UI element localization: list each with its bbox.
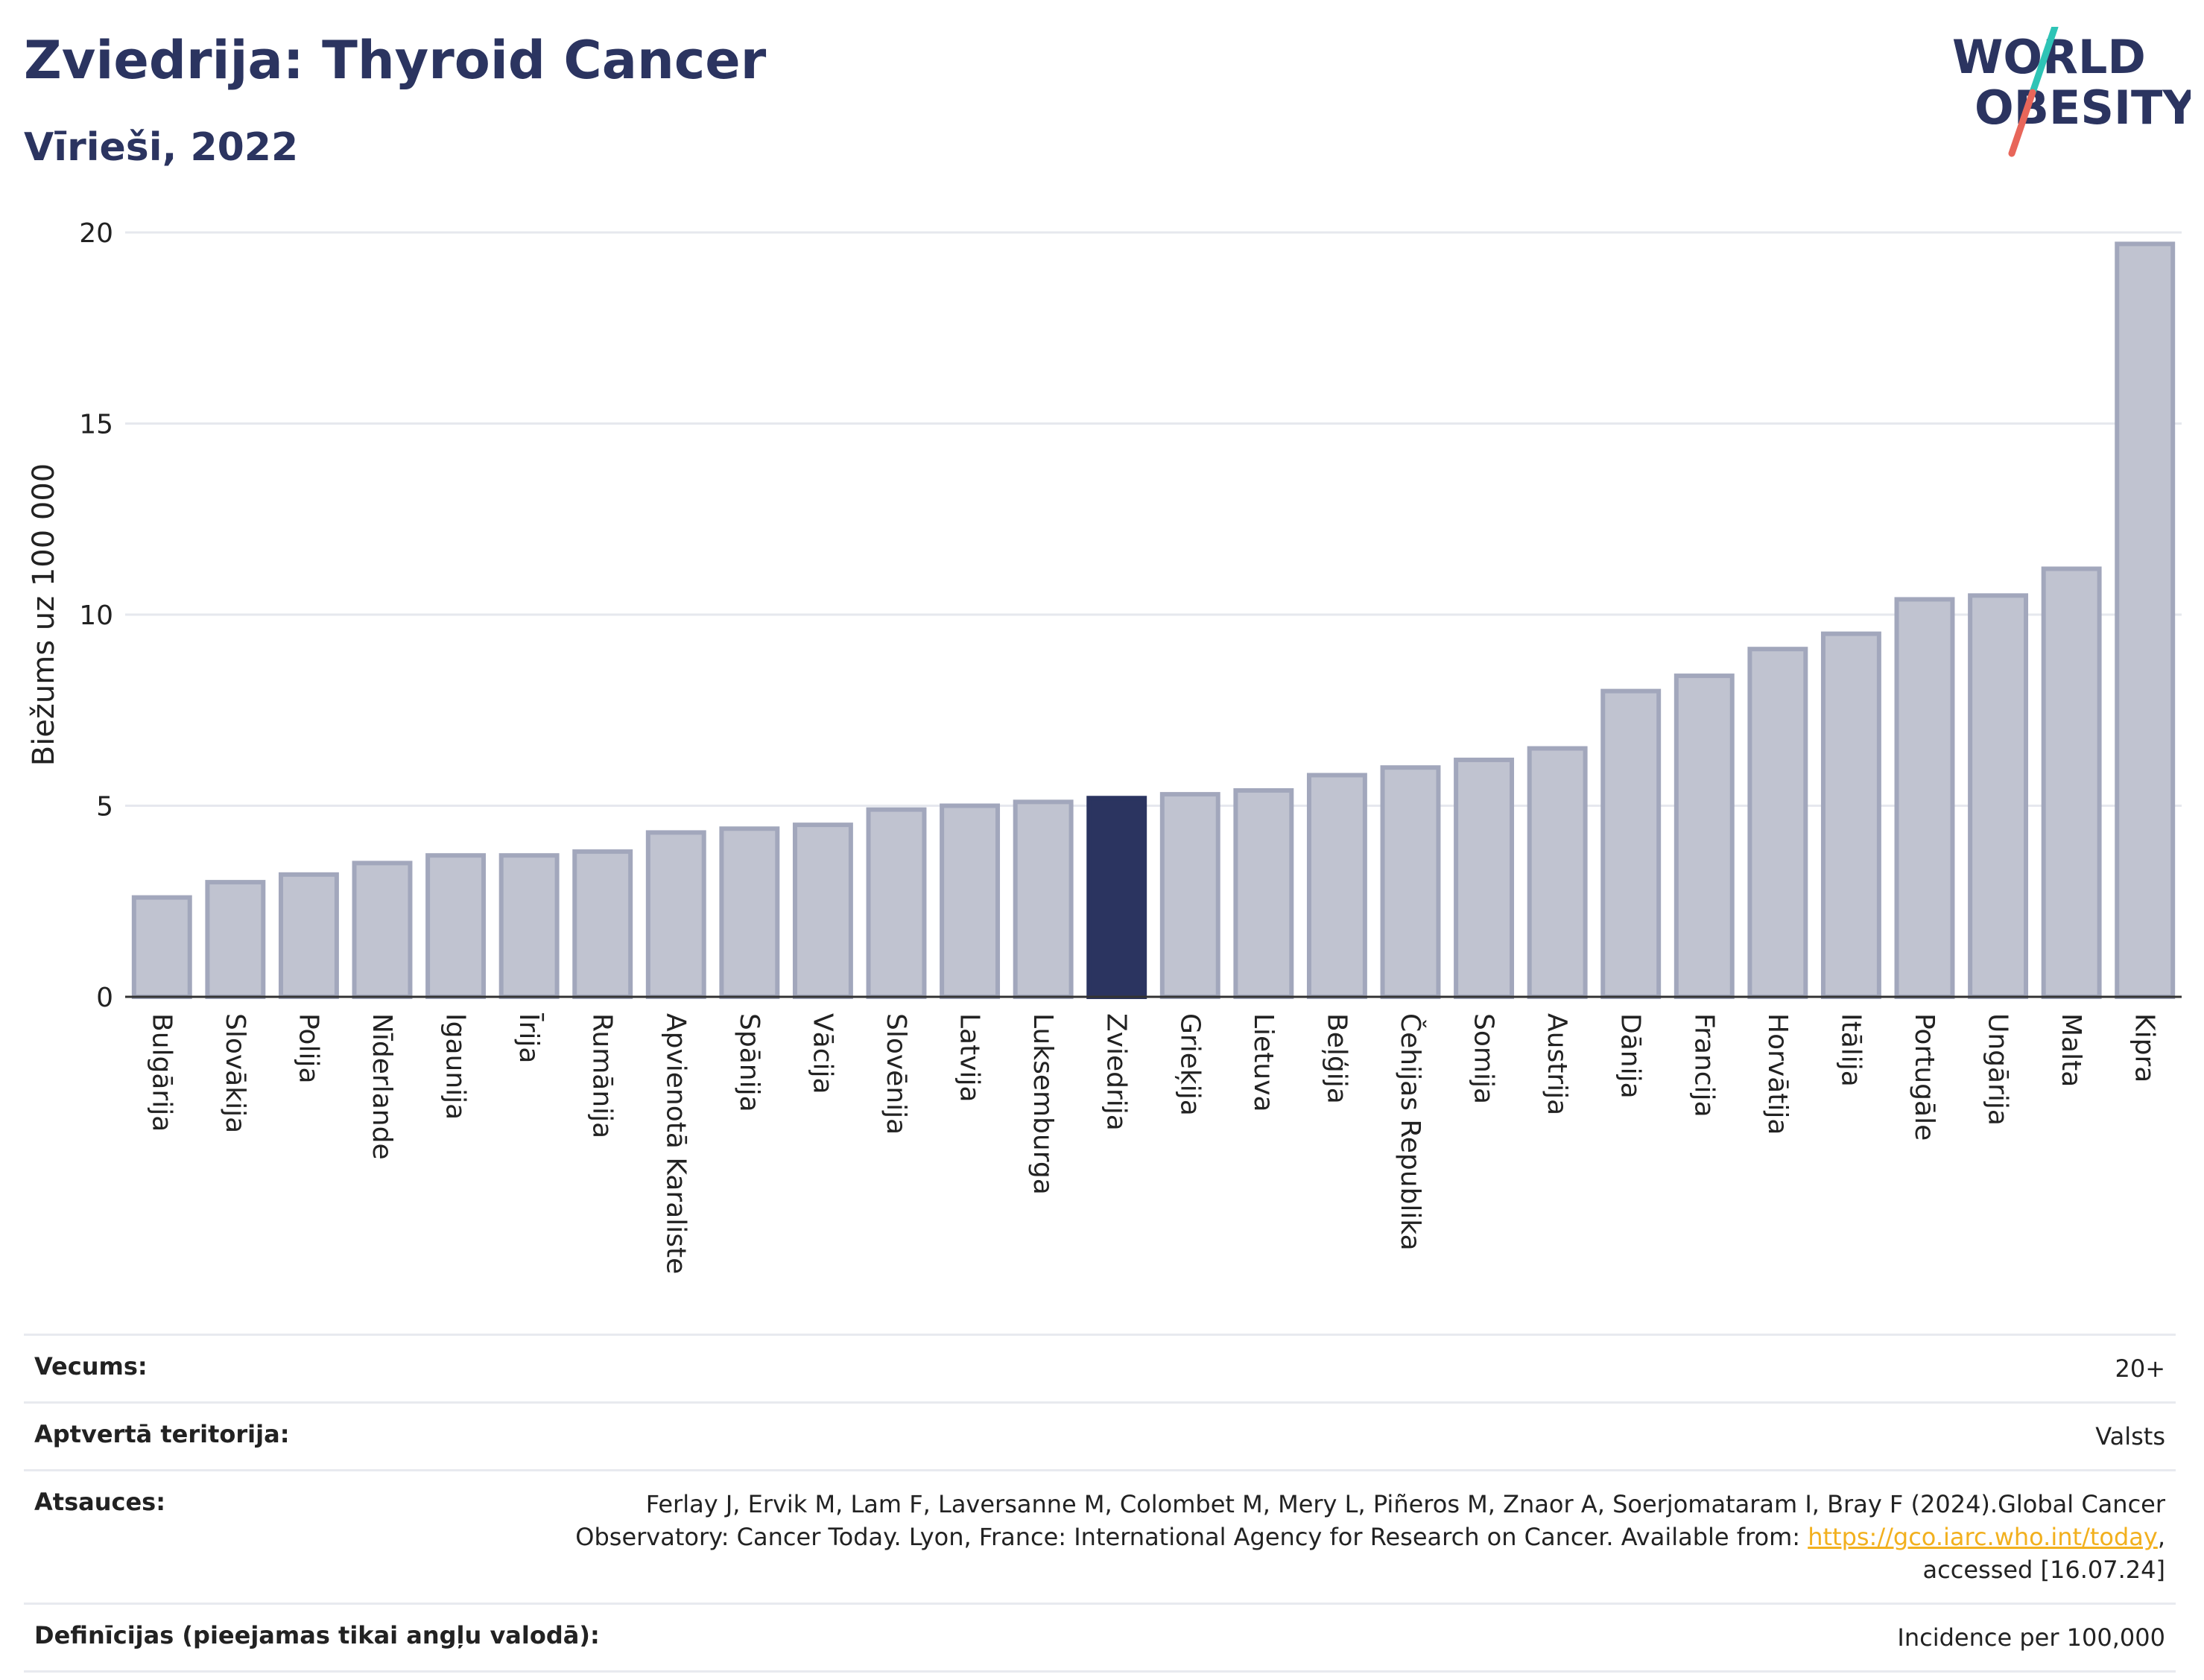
- x-tick-label: Kipra: [2129, 1013, 2160, 1083]
- bar-13: [1086, 796, 1147, 999]
- x-tick-label: Malta: [2056, 1013, 2086, 1087]
- references-line-2: Observatory: Cancer Today. Lyon, France:…: [575, 1523, 1808, 1551]
- x-tick-label: Portugāle: [1909, 1013, 1939, 1141]
- definitions-value: Incidence per 100,000: [1897, 1623, 2165, 1652]
- info-table: Vecums: 20+ Aptvertā teritorija: Valsts …: [24, 1334, 2176, 1673]
- bar-6: [572, 849, 633, 1000]
- x-tick-label: Spānija: [734, 1013, 764, 1112]
- logo-obesity-text: OBESITY: [1975, 80, 2191, 135]
- bar-21: [1673, 673, 1735, 1000]
- logo-slash-red: [2008, 89, 2036, 157]
- references-value: Ferlay J, Ervik M, Lam F, Laversanne M, …: [575, 1488, 2165, 1586]
- logo-slash-teal: [2029, 27, 2059, 96]
- references-line-2-suffix: ,: [2157, 1523, 2165, 1551]
- bar-20: [1600, 688, 1662, 999]
- bar-1: [205, 880, 266, 999]
- x-tick-label: Francija: [1688, 1013, 1719, 1118]
- bar-12: [1013, 799, 1074, 999]
- x-tick-label: Rumānija: [587, 1013, 618, 1138]
- bar-18: [1454, 757, 1515, 999]
- info-row-coverage: Aptvertā teritorija: Valsts: [24, 1401, 2176, 1469]
- references-link[interactable]: https://gco.iarc.who.int/today: [1808, 1523, 2158, 1551]
- references-line-3: accessed [16.07.24]: [1922, 1556, 2165, 1584]
- bar-15: [1233, 787, 1294, 999]
- bar-chart: 0 5 10 15 20 Biežums uz 100 000 Bulgārija Slovā…: [27, 218, 2182, 1274]
- x-tick-label: Zviedrija: [1101, 1013, 1132, 1131]
- x-tick-label: Bulgārija: [146, 1013, 177, 1132]
- x-tick-label: Nīderlande: [367, 1013, 397, 1160]
- x-tick-label: Latvija: [954, 1013, 985, 1103]
- bar-10: [866, 807, 927, 999]
- page-title: Zviedrija: Thyroid Cancer: [24, 30, 767, 91]
- coverage-value: Valsts: [2095, 1422, 2165, 1451]
- y-axis-label: Biežums uz 100 000: [27, 463, 61, 767]
- bar-2: [278, 872, 339, 999]
- bar-19: [1527, 746, 1588, 999]
- x-tick-label: Grieķija: [1174, 1013, 1205, 1116]
- x-tick-label: Dānija: [1615, 1013, 1646, 1099]
- x-tick-label: Luksemburga: [1027, 1013, 1058, 1195]
- bar-26: [2041, 566, 2102, 999]
- bar-23: [1820, 631, 1881, 1000]
- x-tick-label: Somija: [1469, 1013, 1499, 1104]
- y-tick-label: 20: [79, 218, 113, 249]
- bar-14: [1159, 792, 1220, 999]
- x-tick-label: Vācija: [807, 1013, 837, 1094]
- age-value: 20+: [2115, 1354, 2165, 1383]
- y-tick-label: 5: [96, 792, 113, 822]
- bar-3: [352, 860, 413, 999]
- definitions-label: Definīcijas (pieejamas tikai angļu valod…: [34, 1621, 600, 1649]
- bar-25: [1968, 593, 2029, 999]
- x-tick-label: Austrija: [1542, 1013, 1572, 1115]
- world-obesity-logo: WORLD OBESITY: [1952, 27, 2191, 157]
- x-tick-label: Beļģija: [1321, 1013, 1352, 1104]
- bar-27: [2115, 241, 2176, 999]
- bar-24: [1894, 597, 1955, 999]
- x-tick-label: Slovākija: [220, 1013, 250, 1133]
- x-tick-label: Ungārija: [1983, 1013, 2013, 1126]
- bar-8: [719, 826, 780, 1000]
- y-tick-label: 15: [79, 410, 113, 440]
- age-label: Vecums:: [34, 1352, 148, 1381]
- info-row-age: Vecums: 20+: [24, 1334, 2176, 1401]
- page-subtitle: Vīrieši, 2022: [24, 125, 299, 170]
- info-row-references: Atsauces: Ferlay J, Ervik M, Lam F, Lave…: [24, 1469, 2176, 1603]
- info-row-definitions: Definīcijas (pieejamas tikai angļu valod…: [24, 1603, 2176, 1673]
- bar-7: [645, 830, 706, 1000]
- x-tick-label: Horvātija: [1762, 1013, 1793, 1135]
- x-tick-label: Polija: [293, 1013, 323, 1084]
- x-tick-label: Lietuva: [1248, 1013, 1279, 1112]
- y-tick-label: 0: [96, 983, 113, 1013]
- x-tick-label: Čehijas Republika: [1395, 1013, 1426, 1251]
- x-tick-label: Slovēnija: [881, 1013, 911, 1135]
- bar-9: [792, 822, 853, 1000]
- x-tick-label: Igaunija: [440, 1013, 471, 1120]
- x-tick-label: Īrija: [513, 1013, 544, 1063]
- x-tick-label: Itālija: [1835, 1013, 1866, 1087]
- references-line-1: Ferlay J, Ervik M, Lam F, Laversanne M, …: [645, 1490, 2165, 1518]
- bar-16: [1306, 773, 1367, 999]
- coverage-label: Aptvertā teritorija:: [34, 1420, 290, 1448]
- x-tick-label: Apvienotā Karaliste: [660, 1013, 691, 1274]
- bar-0: [131, 895, 192, 999]
- bar-4: [425, 853, 487, 999]
- bar-17: [1380, 765, 1441, 999]
- references-label: Atsauces:: [34, 1488, 165, 1516]
- bar-5: [498, 853, 560, 999]
- bar-22: [1747, 647, 1808, 999]
- bar-11: [940, 803, 1001, 999]
- y-tick-label: 10: [79, 600, 113, 631]
